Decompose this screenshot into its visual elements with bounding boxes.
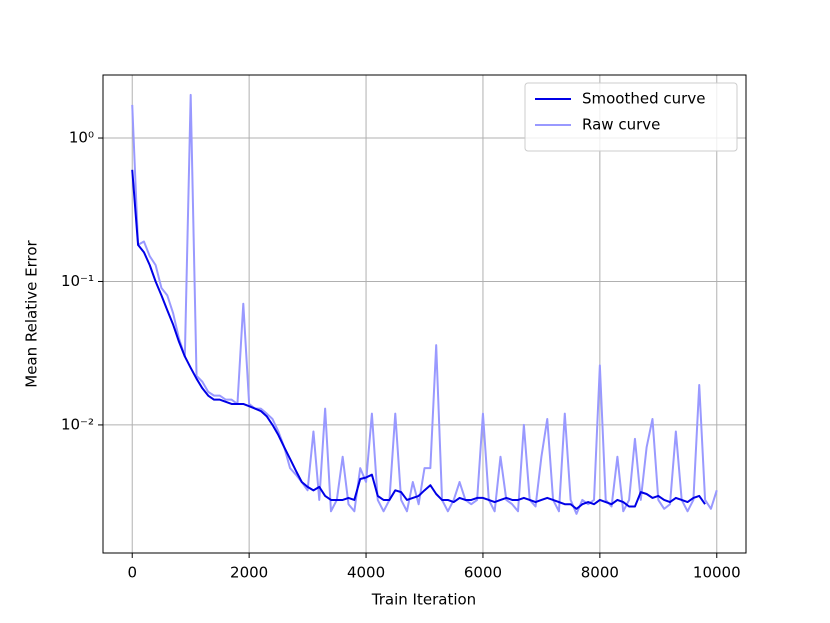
y-axis-label: Mean Relative Error: [23, 239, 41, 387]
x-tick-label: 2000: [230, 564, 268, 582]
x-tick-label: 6000: [464, 564, 502, 582]
series-line: [131, 169, 706, 510]
x-tick-label: 10000: [693, 564, 741, 582]
x-tick-label: 8000: [581, 564, 619, 582]
y-tick-label: 10⁰: [69, 129, 94, 147]
x-tick-label: 4000: [347, 564, 385, 582]
legend-label: Raw curve: [582, 116, 660, 134]
x-axis-label: Train Iteration: [371, 591, 476, 609]
y-tick-label: 10⁻¹: [61, 272, 94, 290]
plot-frame: [102, 74, 747, 554]
x-tick-label: 0: [127, 564, 137, 582]
legend-box: [524, 82, 738, 152]
y-tick-label: 10⁻²: [61, 415, 94, 433]
series-line: [131, 93, 718, 515]
legend-label: Smoothed curve: [582, 90, 705, 108]
